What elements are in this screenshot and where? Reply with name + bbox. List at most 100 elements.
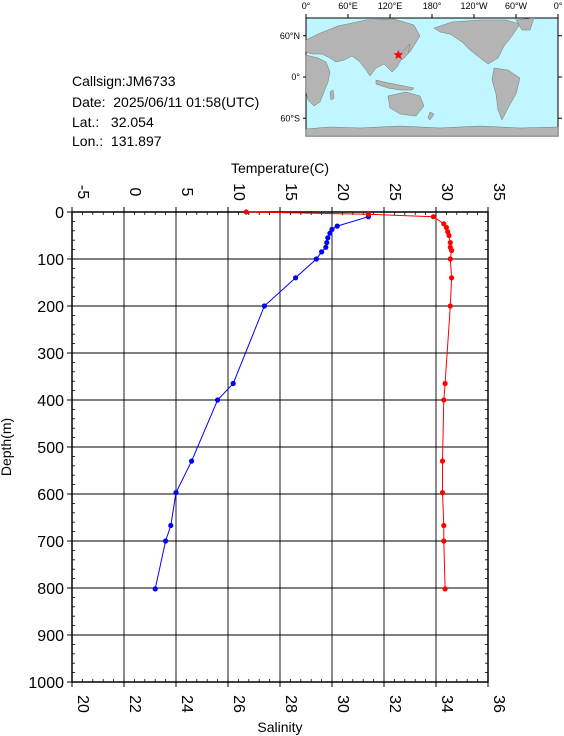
salinity-point <box>449 247 455 254</box>
salinity-point <box>430 214 436 220</box>
temperature-point <box>189 458 195 464</box>
map-land <box>305 17 559 137</box>
land-greenland <box>515 17 535 31</box>
depth-tick-label: 300 <box>37 346 64 363</box>
salinity-point <box>447 303 453 309</box>
temperature-point <box>163 538 169 544</box>
depth-axis-ticks: 0 100 200 300 400 500 600 700 800 900 1000 <box>28 205 72 692</box>
temperature-tick-label: 25 <box>386 183 403 201</box>
temperature-axis-ticks: -5 0 5 10 15 20 25 30 35 <box>71 183 507 212</box>
salinity-axis-label: Salinity <box>257 719 302 735</box>
depth-tick-label: 1000 <box>28 675 64 692</box>
salinity-point <box>442 380 448 387</box>
date-text: Date: 2025/06/11 01:58(UTC) <box>72 94 260 110</box>
salinity-point <box>441 522 447 529</box>
temperature-tick-label: 15 <box>282 183 299 201</box>
temperature-point <box>261 303 267 309</box>
salinity-tick-label: 30 <box>334 695 351 713</box>
temperature-tick-label: 20 <box>334 183 351 201</box>
land-indonesia <box>375 79 415 91</box>
land-eurasia <box>305 18 421 77</box>
map-lon-label: 180° <box>423 1 442 11</box>
temperature-tick-label: 5 <box>178 188 195 197</box>
temperature-point <box>327 230 333 236</box>
temperature-point <box>152 586 158 592</box>
depth-tick-label: 200 <box>37 299 64 316</box>
land-south-america <box>491 67 521 121</box>
salinity-point <box>442 586 448 592</box>
salinity-tick-label: 22 <box>126 695 143 713</box>
salinity-tick-label: 32 <box>386 695 403 713</box>
temperature-tick-label: 35 <box>490 183 507 201</box>
salinity-tick-label: 24 <box>178 695 195 713</box>
map-lon-label: 60°W <box>505 1 528 11</box>
map-lat-label: 0° <box>291 72 300 82</box>
temperature-tick-label: 0 <box>126 188 143 197</box>
salinity-point <box>365 211 371 217</box>
depth-tick-label: 900 <box>37 628 64 645</box>
depth-tick-label: 0 <box>55 205 64 222</box>
salinity-tick-label: 28 <box>282 695 299 713</box>
temperature-point <box>324 240 330 246</box>
land-antarctica <box>305 125 559 137</box>
map-lon-label: 0° <box>302 1 311 11</box>
depth-axis-label: Depth(m) <box>0 418 14 476</box>
station-marker <box>393 50 404 59</box>
map-lat-label: 60°S <box>280 113 300 123</box>
profile-chart: -5 0 5 10 15 20 25 30 35 20 22 24 26 28 30 32 34 36 0 100… <box>0 160 507 735</box>
temperature-axis-label: Temperature(C) <box>231 160 329 176</box>
world-map: 0° 60°E 120°E 180° 120°W 60°W 0° 60°N 0° 60°S <box>280 1 563 137</box>
salinity-point <box>441 538 447 544</box>
salinity-point <box>447 240 453 246</box>
map-lat-label: 60°N <box>280 31 300 41</box>
map-right-tick-labels: 60°N 0° 60°S <box>280 31 562 123</box>
salinity-tick-label: 34 <box>438 695 455 713</box>
map-lon-label: 120°E <box>378 1 403 11</box>
temperature-line <box>154 216 369 590</box>
salinity-point <box>449 275 455 281</box>
depth-tick-label: 600 <box>37 487 64 504</box>
temperature-tick-label: 30 <box>438 183 455 201</box>
salinity-point <box>447 256 453 262</box>
callsign-text: Callsign:JM6733 <box>72 73 176 89</box>
depth-tick-label: 500 <box>37 440 64 457</box>
grid-lines <box>71 211 489 683</box>
temperature-point <box>173 490 179 496</box>
temperature-tick-label: 10 <box>230 183 247 201</box>
depth-tick-label: 800 <box>37 581 64 598</box>
salinity-point <box>443 224 449 231</box>
salinity-point <box>441 221 447 227</box>
depth-tick-label: 400 <box>37 393 64 410</box>
temperature-point <box>313 256 319 262</box>
depth-tick-label: 100 <box>37 252 64 269</box>
salinity-point <box>243 209 249 215</box>
land-north-america <box>433 19 521 65</box>
series-layer <box>152 209 455 592</box>
salinity-line <box>246 211 453 589</box>
map-top-tick-labels: 0° 60°E 120°E 180° 120°W 60°W 0° <box>302 1 563 18</box>
land-japan <box>399 43 411 61</box>
temperature-point <box>293 275 299 281</box>
depth-tick-label: 700 <box>37 534 64 551</box>
map-lon-label: 0° <box>554 1 563 11</box>
salinity-axis-ticks: 20 22 24 26 28 30 32 34 36 <box>71 682 507 713</box>
temperature-point <box>334 223 340 229</box>
salinity-point <box>446 232 452 239</box>
salinity-point <box>441 397 447 403</box>
salinity-point <box>439 458 446 464</box>
salinity-tick-label: 20 <box>74 695 91 713</box>
temperature-point <box>230 380 236 387</box>
salinity-tick-label: 26 <box>230 695 247 713</box>
land-australia <box>387 91 425 117</box>
land-madagascar <box>329 89 335 101</box>
land-africa <box>305 54 331 107</box>
temperature-point <box>325 235 331 241</box>
temperature-point <box>323 244 329 250</box>
temperature-point <box>215 397 221 403</box>
latitude-text: Lat.: 32.054 <box>72 114 154 130</box>
temperature-point <box>319 249 325 255</box>
longitude-text: Lon.: 131.897 <box>72 133 162 149</box>
map-lon-label: 60°E <box>338 1 358 11</box>
salinity-point <box>439 490 446 496</box>
